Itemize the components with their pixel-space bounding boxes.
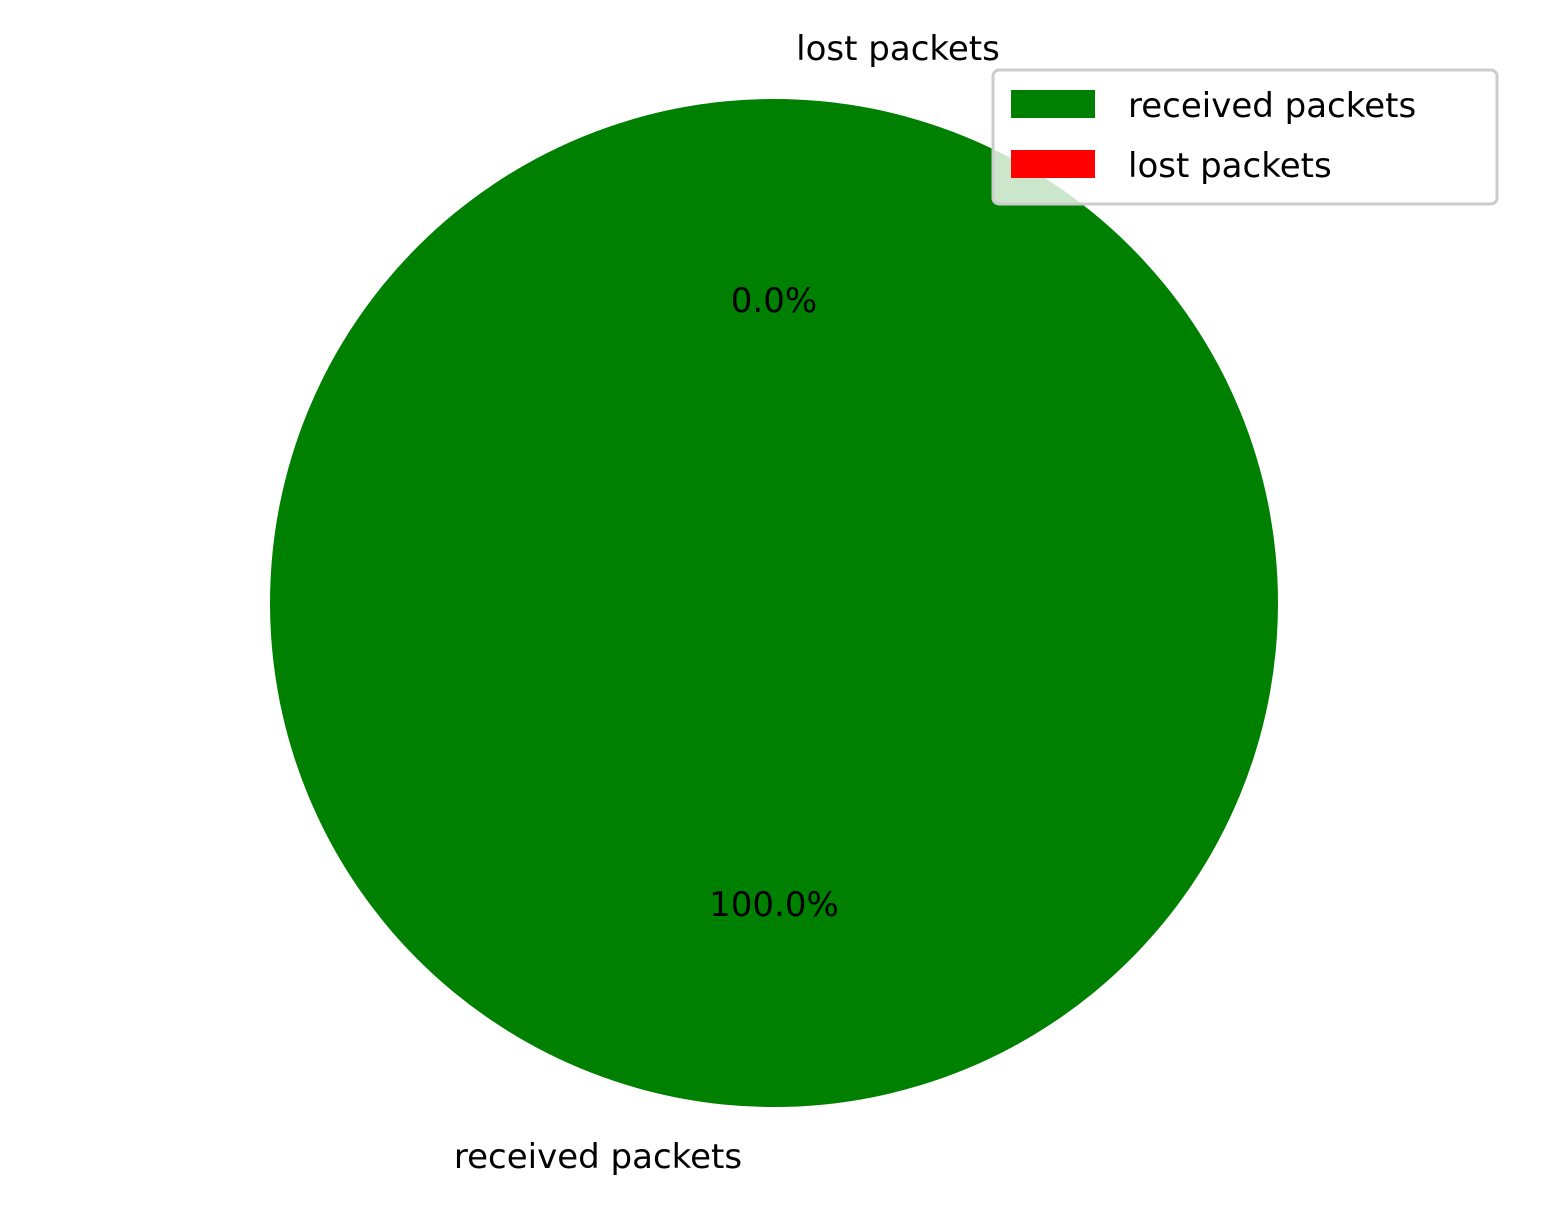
slice-label-received-packets: received packets [454,1137,742,1177]
legend-label-lost-packets: lost packets [1128,146,1332,186]
pie-slice-received-packets [270,99,1278,1107]
slice-label-lost-packets: lost packets [796,29,1000,69]
pct-label-received-packets: 100.0% [709,885,839,925]
legend-frame [991,68,1499,206]
legend: received packets lost packets [991,68,1499,206]
legend-swatch-lost-packets [1011,150,1095,178]
pct-label-lost-packets: 0.0% [731,281,817,321]
pie-slices [270,99,1278,1107]
legend-label-received-packets: received packets [1128,86,1416,126]
legend-swatch-received-packets [1011,90,1095,118]
